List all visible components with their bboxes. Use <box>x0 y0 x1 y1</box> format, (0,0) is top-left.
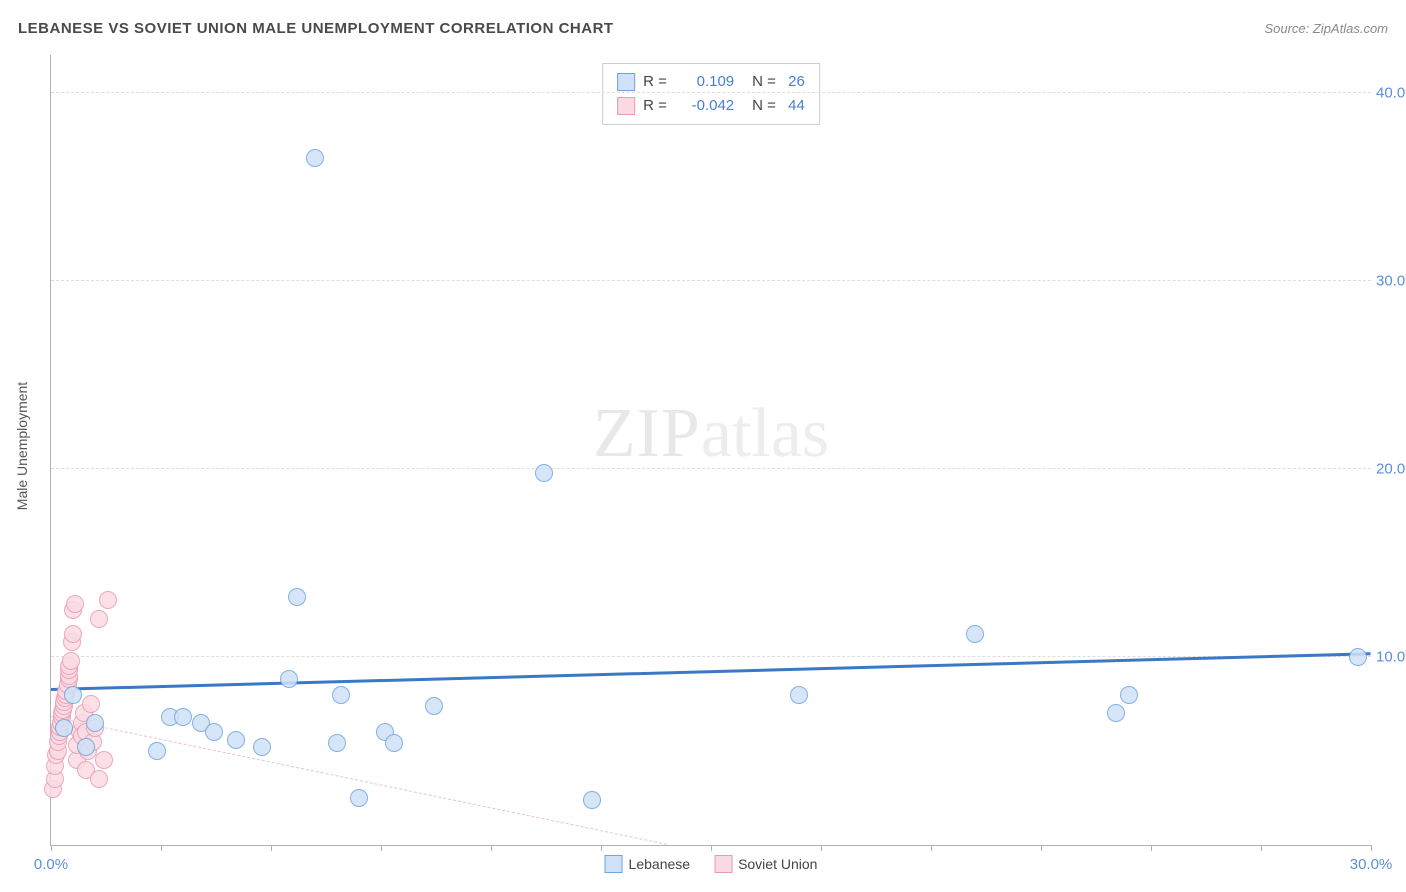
scatter-point-soviet <box>99 591 117 609</box>
label-n: N = <box>752 70 780 94</box>
r-value-lebanese: 0.109 <box>679 70 734 94</box>
scatter-point-lebanese <box>535 464 553 482</box>
scatter-point-soviet <box>64 625 82 643</box>
scatter-point-lebanese <box>583 791 601 809</box>
scatter-point-lebanese <box>86 714 104 732</box>
scatter-point-lebanese <box>64 686 82 704</box>
scatter-point-lebanese <box>790 686 808 704</box>
scatter-point-lebanese <box>1107 704 1125 722</box>
swatch-soviet-icon <box>617 97 635 115</box>
swatch-lebanese-icon <box>605 855 623 873</box>
scatter-point-soviet <box>95 751 113 769</box>
gridline <box>51 280 1371 281</box>
x-tick-mark <box>931 845 932 851</box>
x-tick-mark <box>821 845 822 851</box>
legend-label-lebanese: Lebanese <box>629 856 691 872</box>
x-tick-mark <box>1261 845 1262 851</box>
scatter-point-lebanese <box>1120 686 1138 704</box>
scatter-point-lebanese <box>328 734 346 752</box>
chart-title: LEBANESE VS SOVIET UNION MALE UNEMPLOYME… <box>18 20 614 37</box>
n-value-soviet: 44 <box>788 94 805 118</box>
x-tick-mark <box>711 845 712 851</box>
x-tick-mark <box>1041 845 1042 851</box>
x-tick-mark <box>271 845 272 851</box>
scatter-point-lebanese <box>425 697 443 715</box>
scatter-point-lebanese <box>966 625 984 643</box>
scatter-point-lebanese <box>385 734 403 752</box>
watermark-zip: ZIP <box>593 395 701 472</box>
legend-item-lebanese: Lebanese <box>605 855 691 873</box>
scatter-point-lebanese <box>77 738 95 756</box>
scatter-point-soviet <box>82 695 100 713</box>
x-tick-mark <box>51 845 52 851</box>
scatter-point-soviet <box>90 610 108 628</box>
y-tick-label: 30.0% <box>1376 272 1406 289</box>
chart-plot-area: ZIPatlas R = 0.109 N = 26 R = -0.042 N =… <box>50 55 1371 846</box>
r-value-soviet: -0.042 <box>679 94 734 118</box>
x-tick-mark <box>161 845 162 851</box>
scatter-point-lebanese <box>288 588 306 606</box>
gridline <box>51 468 1371 469</box>
scatter-point-lebanese <box>306 149 324 167</box>
x-tick-mark <box>1151 845 1152 851</box>
gridline <box>51 92 1371 93</box>
x-tick-label: 30.0% <box>1350 856 1393 873</box>
n-value-lebanese: 26 <box>788 70 805 94</box>
series-legend: Lebanese Soviet Union <box>605 855 818 873</box>
legend-item-soviet: Soviet Union <box>714 855 817 873</box>
scatter-point-lebanese <box>350 789 368 807</box>
label-r: R = <box>643 94 671 118</box>
x-tick-mark <box>1371 845 1372 851</box>
source-attribution: Source: ZipAtlas.com <box>1264 21 1388 36</box>
watermark: ZIPatlas <box>593 394 829 474</box>
scatter-point-soviet <box>62 652 80 670</box>
scatter-point-lebanese <box>205 723 223 741</box>
scatter-point-soviet <box>66 595 84 613</box>
y-axis-label: Male Unemployment <box>14 382 30 510</box>
watermark-atlas: atlas <box>701 395 829 472</box>
y-tick-label: 10.0% <box>1376 648 1406 665</box>
scatter-point-lebanese <box>174 708 192 726</box>
x-tick-mark <box>381 845 382 851</box>
y-tick-label: 20.0% <box>1376 460 1406 477</box>
scatter-point-lebanese <box>148 742 166 760</box>
y-tick-label: 40.0% <box>1376 84 1406 101</box>
scatter-point-lebanese <box>1349 648 1367 666</box>
legend-label-soviet: Soviet Union <box>738 856 817 872</box>
stats-row-lebanese: R = 0.109 N = 26 <box>617 70 805 94</box>
scatter-point-lebanese <box>280 670 298 688</box>
trend-line <box>51 716 667 845</box>
scatter-point-lebanese <box>55 719 73 737</box>
scatter-point-lebanese <box>253 738 271 756</box>
scatter-point-soviet <box>90 770 108 788</box>
label-n: N = <box>752 94 780 118</box>
trend-line <box>51 652 1371 691</box>
stats-row-soviet: R = -0.042 N = 44 <box>617 94 805 118</box>
scatter-point-lebanese <box>227 731 245 749</box>
x-tick-mark <box>601 845 602 851</box>
label-r: R = <box>643 70 671 94</box>
x-tick-label: 0.0% <box>34 856 68 873</box>
swatch-soviet-icon <box>714 855 732 873</box>
scatter-point-lebanese <box>332 686 350 704</box>
x-tick-mark <box>491 845 492 851</box>
swatch-lebanese-icon <box>617 73 635 91</box>
correlation-stats-legend: R = 0.109 N = 26 R = -0.042 N = 44 <box>602 63 820 125</box>
